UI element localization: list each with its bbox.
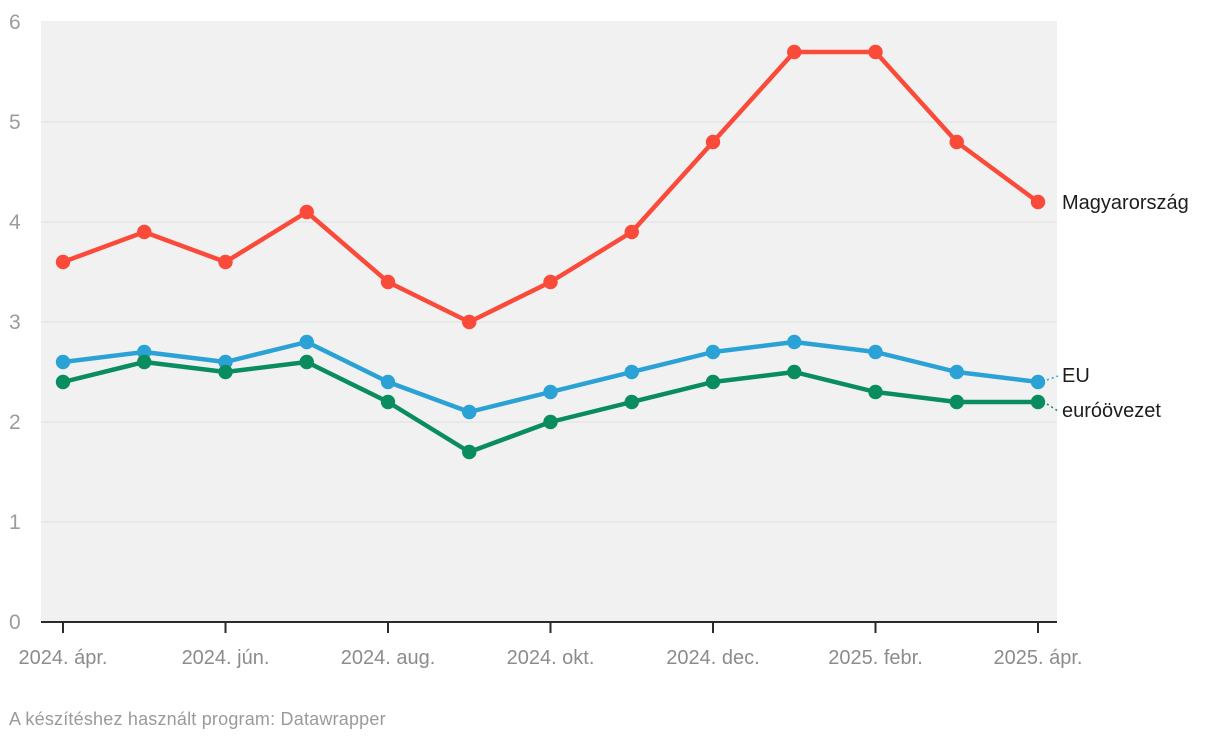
- data-point: [299, 334, 314, 350]
- data-point: [949, 364, 964, 380]
- data-point: [868, 44, 883, 60]
- data-point: [1030, 374, 1046, 390]
- x-tick-label: 2024. ápr.: [19, 647, 108, 669]
- x-tick-label: 2024. okt.: [507, 647, 595, 669]
- y-tick-label: 1: [9, 511, 21, 534]
- data-point: [55, 354, 71, 370]
- x-tick-label: 2024. aug.: [341, 647, 436, 669]
- data-point: [624, 224, 639, 240]
- data-point: [299, 354, 314, 370]
- series-label-connector: [1046, 375, 1059, 381]
- data-point: [624, 364, 639, 380]
- data-point: [380, 274, 396, 290]
- data-point: [705, 134, 721, 150]
- data-point: [543, 384, 558, 400]
- data-point: [949, 394, 964, 410]
- data-point: [543, 414, 558, 430]
- data-point: [868, 344, 883, 360]
- series-label-euróövezet: euróövezet: [1062, 400, 1161, 422]
- data-point: [462, 444, 477, 460]
- data-point: [55, 254, 71, 270]
- data-point: [462, 404, 477, 420]
- y-tick-label: 3: [9, 311, 21, 334]
- data-point: [949, 134, 964, 150]
- data-point: [218, 354, 233, 370]
- y-tick-label: 0: [9, 611, 21, 634]
- footer-credit: A készítéshez használt program: Datawrap…: [9, 709, 386, 729]
- data-point: [624, 394, 639, 410]
- data-point: [1030, 194, 1046, 210]
- data-point: [299, 204, 314, 220]
- data-point: [137, 344, 152, 360]
- data-point: [787, 44, 802, 60]
- x-tick-label: 2025. febr.: [828, 647, 923, 669]
- series-label-magyarország: Magyarország: [1062, 192, 1189, 214]
- data-point: [137, 354, 152, 370]
- y-tick-label: 6: [9, 11, 21, 34]
- inflation-line-chart: 0 1 2 3 4 5 6 2024. ápr. 2024. jún. 2024. aug. 202…: [9, 11, 1189, 669]
- data-point: [462, 314, 477, 330]
- data-point: [1030, 394, 1046, 410]
- data-point: [218, 254, 233, 270]
- x-tick-label: 2024. dec.: [666, 647, 759, 669]
- x-tick-label: 2024. jún.: [182, 647, 270, 669]
- y-tick-label: 2: [9, 411, 21, 434]
- data-point: [543, 274, 558, 290]
- y-tick-label: 4: [9, 211, 21, 234]
- series-label-connector: [1046, 403, 1059, 412]
- data-point: [380, 394, 396, 410]
- data-point: [218, 364, 233, 380]
- data-point: [705, 374, 721, 390]
- data-point: [868, 384, 883, 400]
- data-point: [137, 224, 152, 240]
- data-point: [705, 344, 721, 360]
- data-point: [787, 334, 802, 350]
- data-point: [787, 364, 802, 380]
- data-point: [55, 374, 71, 390]
- y-tick-label: 5: [9, 111, 21, 134]
- series-label-eu: EU: [1062, 365, 1090, 387]
- x-tick-label: 2025. ápr.: [994, 647, 1083, 669]
- data-point: [380, 374, 396, 390]
